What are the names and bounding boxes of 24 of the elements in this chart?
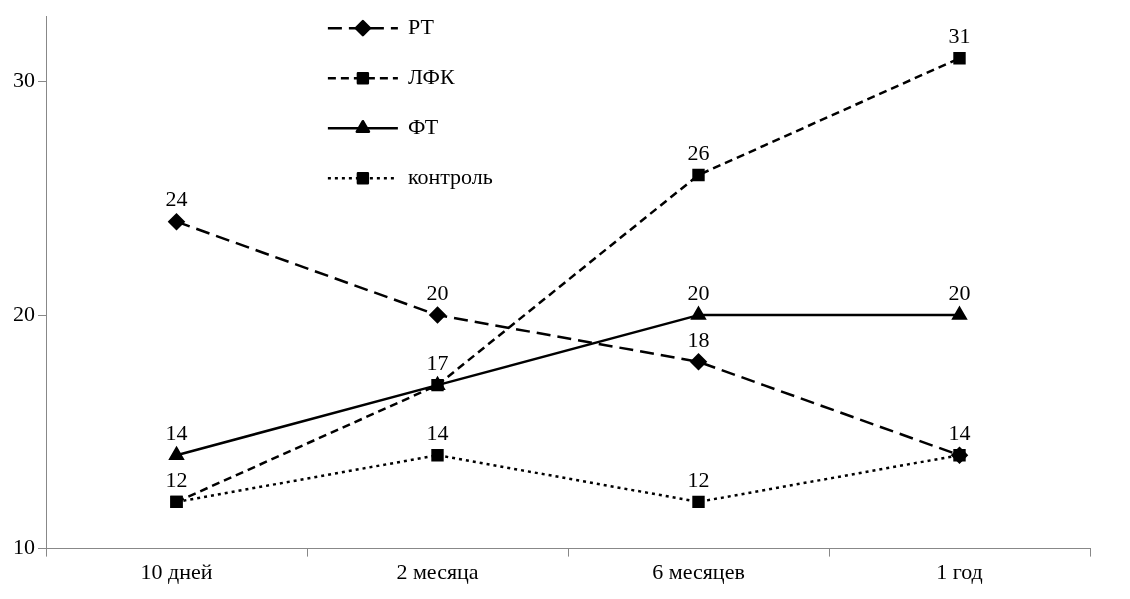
legend-label: ЛФК	[407, 63, 455, 89]
data-label: 20	[426, 279, 449, 305]
x-tick-label: 10 дней	[140, 558, 213, 584]
y-tick-label: 10	[13, 534, 35, 560]
data-label: 18	[687, 326, 710, 352]
data-label: 20	[687, 279, 710, 305]
x-tick-label: 6 месяцев	[652, 558, 745, 584]
data-label: 17	[426, 349, 449, 375]
x-tick-label: 1 год	[936, 558, 983, 584]
y-tick-label: 20	[13, 300, 35, 326]
data-label: 31	[948, 23, 971, 49]
data-label: 26	[687, 139, 710, 165]
data-label: 14	[165, 419, 188, 445]
data-label: 14	[948, 419, 971, 445]
data-label: 24	[165, 186, 188, 212]
data-label: 14	[426, 419, 449, 445]
data-label: 12	[687, 466, 710, 492]
data-label: 20	[948, 279, 971, 305]
legend-label: ФТ	[407, 113, 439, 139]
y-tick-label: 30	[13, 67, 35, 93]
legend-label: РТ	[407, 13, 435, 39]
legend-label: контроль	[407, 163, 493, 189]
data-label: 12	[165, 466, 188, 492]
x-tick-label: 2 месяца	[396, 558, 479, 584]
